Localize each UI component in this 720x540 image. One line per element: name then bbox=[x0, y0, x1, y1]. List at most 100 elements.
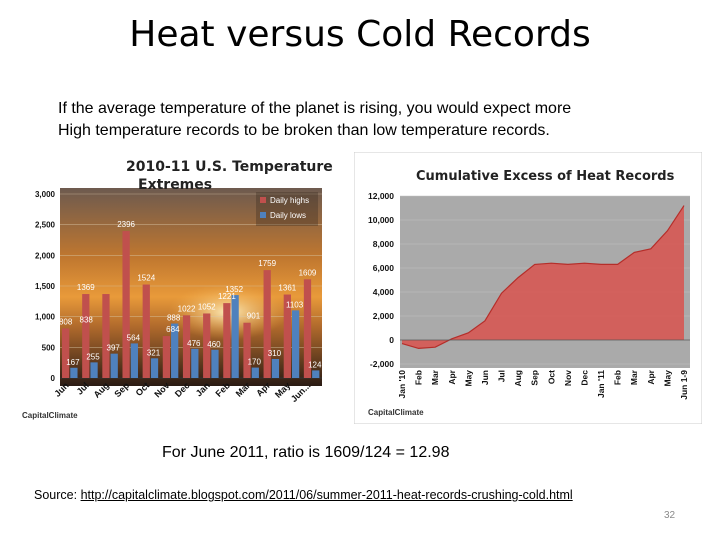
intro-line-1: If the average temperature of the planet… bbox=[58, 100, 572, 117]
y-tick-label: 2,000 bbox=[373, 311, 395, 321]
bar-daily-lows bbox=[171, 323, 179, 378]
data-label-low: 476 bbox=[187, 339, 201, 348]
x-tick-label: Jul bbox=[497, 370, 507, 382]
y-tick-label: 2,500 bbox=[35, 221, 56, 230]
bar-daily-highs bbox=[182, 315, 191, 378]
data-label-high: 1759 bbox=[258, 259, 276, 268]
legend-swatch bbox=[260, 197, 266, 203]
data-label-low: 460 bbox=[207, 340, 221, 349]
x-tick-label: Oct bbox=[546, 370, 556, 384]
bar-daily-lows bbox=[251, 367, 259, 378]
legend-box bbox=[256, 192, 318, 226]
intro-text: If the average temperature of the planet… bbox=[58, 98, 678, 142]
temperature-extremes-chart: 2010-11 U.S. Temperature Extremes 808 167… bbox=[18, 152, 344, 424]
bar-daily-lows bbox=[191, 348, 199, 378]
legend-label: Daily lows bbox=[270, 211, 306, 220]
bar-daily-lows bbox=[90, 362, 98, 378]
x-tick-label: Apr bbox=[447, 369, 457, 384]
data-label-high: 1361 bbox=[278, 284, 296, 293]
bar-daily-lows bbox=[150, 358, 159, 378]
data-label-high: 838 bbox=[80, 316, 94, 325]
chart-title: Cumulative Excess of Heat Records bbox=[416, 169, 675, 184]
data-label-low: 321 bbox=[147, 348, 161, 357]
chart-title-line-2: Extremes bbox=[138, 177, 212, 193]
x-tick-label: Mar bbox=[629, 369, 639, 385]
intro-line-2: High temperature records to be broken th… bbox=[58, 122, 550, 139]
slide-title: Heat versus Cold Records bbox=[129, 14, 591, 55]
bar-daily-highs bbox=[243, 322, 251, 378]
x-tick-label: Jan '10 bbox=[397, 370, 407, 399]
data-label-high: 808 bbox=[59, 317, 73, 326]
x-tick-label: Jun 1-9 bbox=[679, 370, 689, 400]
y-tick-label: -2,000 bbox=[370, 359, 394, 369]
y-tick-label: 500 bbox=[42, 343, 56, 352]
x-tick-label: Feb bbox=[414, 370, 424, 385]
legend-swatch bbox=[260, 212, 266, 218]
legend-label: Daily highs bbox=[270, 196, 309, 205]
bar-daily-lows bbox=[271, 358, 280, 378]
source-link[interactable]: http://capitalclimate.blogspot.com/2011/… bbox=[80, 488, 573, 502]
y-tick-label: 3,000 bbox=[35, 190, 56, 199]
data-label-high: 901 bbox=[247, 312, 261, 321]
data-label-high: 1052 bbox=[198, 302, 216, 311]
bar-daily-highs bbox=[122, 231, 130, 378]
bar-daily-highs bbox=[223, 303, 231, 378]
source-line: Source: http://capitalclimate.blogspot.c… bbox=[34, 488, 573, 502]
cumulative-area bbox=[402, 205, 684, 349]
data-label-high: 1609 bbox=[299, 268, 317, 277]
bar-daily-highs bbox=[162, 336, 171, 378]
bar-daily-lows bbox=[291, 310, 300, 378]
data-label-low: 888 bbox=[167, 314, 181, 323]
x-tick-label: Jun bbox=[480, 370, 490, 385]
cumulative-excess-chart: Cumulative Excess of Heat Records -2,000… bbox=[354, 152, 702, 424]
data-label-low: 255 bbox=[86, 352, 100, 361]
data-label-low: 310 bbox=[268, 349, 282, 358]
y-tick-label: 8,000 bbox=[373, 239, 395, 249]
bar-daily-lows bbox=[211, 349, 219, 378]
chart-title-line-1: 2010-11 U.S. Temperature bbox=[126, 159, 333, 175]
data-label-low: 1103 bbox=[286, 300, 304, 309]
y-tick-label: 2,000 bbox=[35, 251, 56, 260]
data-label-high: 1022 bbox=[178, 304, 196, 313]
bar-daily-highs bbox=[62, 328, 70, 378]
bar-daily-highs bbox=[303, 279, 312, 378]
chart-credit: CapitalClimate bbox=[368, 408, 424, 417]
y-tick-label: 0 bbox=[51, 374, 56, 383]
x-tick-label: Mar bbox=[430, 369, 440, 385]
y-tick-label: 1,500 bbox=[35, 282, 56, 291]
bar-daily-highs bbox=[263, 270, 271, 378]
data-label-high: 1524 bbox=[137, 274, 155, 283]
bar-daily-lows bbox=[312, 370, 320, 378]
y-tick-label: 6,000 bbox=[373, 263, 395, 273]
bar-daily-highs bbox=[283, 294, 291, 378]
data-label-high: 2396 bbox=[117, 220, 135, 229]
data-label-low: 170 bbox=[248, 358, 262, 367]
x-tick-label: May bbox=[463, 370, 473, 387]
x-tick-label: Jan '11 bbox=[596, 370, 606, 398]
data-label-high: 684 bbox=[166, 325, 180, 334]
bar-daily-highs bbox=[102, 294, 110, 378]
bar-daily-lows bbox=[130, 343, 138, 378]
bar-daily-lows bbox=[70, 367, 78, 378]
data-label-low: 167 bbox=[66, 358, 80, 367]
y-tick-label: 12,000 bbox=[368, 191, 394, 201]
x-tick-label: Feb bbox=[613, 370, 623, 385]
x-tick-label: Dec bbox=[579, 370, 589, 386]
x-tick-label: May bbox=[662, 370, 672, 387]
x-tick-label: Aug bbox=[513, 370, 523, 387]
data-label-low: 1352 bbox=[225, 285, 243, 294]
bar-daily-lows bbox=[110, 353, 118, 378]
bar-daily-lows bbox=[231, 295, 239, 378]
data-label-low: 397 bbox=[107, 344, 121, 353]
page-number: 32 bbox=[664, 510, 676, 521]
bar-daily-highs bbox=[142, 284, 150, 378]
y-tick-label: 4,000 bbox=[373, 287, 395, 297]
y-tick-label: 0 bbox=[389, 335, 394, 345]
y-tick-label: 10,000 bbox=[368, 215, 394, 225]
x-tick-label: Sep bbox=[530, 370, 540, 386]
data-label-low: 564 bbox=[127, 333, 141, 342]
source-label: Source: bbox=[34, 488, 81, 502]
bar-daily-highs bbox=[203, 313, 211, 378]
bar-daily-highs bbox=[82, 294, 90, 378]
data-label-high: 1221 bbox=[218, 292, 236, 301]
